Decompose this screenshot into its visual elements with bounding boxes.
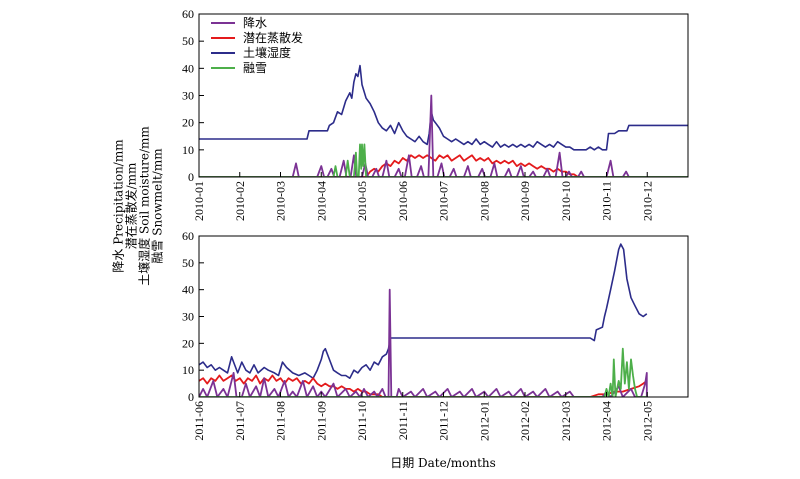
y-tick-label: 40 (182, 283, 194, 297)
series-line-pet (199, 374, 648, 397)
y-tick-label: 40 (182, 61, 194, 75)
x-tick-label: 2010-10 (559, 181, 573, 221)
y-tick-label: 60 (182, 229, 194, 243)
series-line-precip (199, 288, 648, 397)
y-tick-label: 20 (182, 116, 194, 130)
x-tick-label: 2010-04 (314, 181, 328, 221)
x-tick-label: 2012-03 (559, 401, 573, 441)
x-tick-label: 2012-01 (477, 401, 491, 441)
x-tick-label: 2012-04 (600, 401, 614, 441)
y-tick-label: 30 (182, 310, 194, 324)
y-tick-label: 50 (182, 256, 194, 270)
x-tick-label: 2011-06 (192, 401, 206, 441)
series-line-precip (199, 94, 688, 177)
x-tick-label: 2011-07 (233, 401, 247, 441)
series-line-snow (199, 143, 688, 177)
y-axis-title-line: 潜在蒸散发/mm (124, 162, 139, 249)
y-tick-label: 0 (188, 390, 194, 404)
x-tick-label: 2010-01 (192, 181, 206, 221)
series-line-soil (199, 243, 648, 379)
x-tick-label: 2010-08 (477, 181, 491, 221)
x-tick-label: 2011-12 (437, 401, 451, 441)
legend-label-pet: 潜在蒸散发 (243, 30, 303, 45)
x-tick-label: 2011-09 (314, 401, 328, 441)
x-tick-label: 2012-05 (640, 401, 654, 441)
series-line-snow (199, 347, 647, 397)
x-tick-label: 2012-02 (518, 401, 532, 441)
y-axis-title-line: 降水 Precipitation/mm (112, 139, 126, 273)
y-tick-label: 20 (182, 336, 194, 350)
y-axis-title-line: 土壤湿度 Soil moisture/mm (137, 126, 152, 286)
x-tick-label: 2010-05 (355, 181, 369, 221)
x-tick-label: 2011-10 (355, 401, 369, 441)
legend-label-precip: 降水 (243, 16, 267, 30)
y-axis-title: 降水 Precipitation/mm潜在蒸散发/mm土壤湿度 Soil moi… (112, 126, 165, 286)
x-tick-label: 2010-11 (600, 181, 614, 221)
chart-top: 0 10 20 30 40 50 60 2010-01 2010-02 2010-03 2010-0… (182, 7, 689, 221)
x-tick-label: 2010-03 (274, 181, 288, 221)
x-tick-label: 2010-02 (233, 181, 247, 221)
series-line-pet (199, 154, 688, 177)
series-line-soil (199, 64, 688, 151)
y-tick-label: 0 (188, 170, 194, 184)
y-tick-label: 50 (182, 34, 194, 48)
y-tick-label: 30 (182, 89, 194, 103)
x-axis-title: 日期 Date/months (390, 456, 496, 470)
y-axis-title-line: 融雪 Snowmelt/mm (151, 148, 165, 264)
x-tick-label: 2010-09 (518, 181, 532, 221)
y-tick-label: 10 (182, 143, 194, 157)
x-tick-label: 2010-07 (437, 181, 451, 221)
x-tick-label: 2010-06 (396, 181, 410, 221)
x-tick-label: 2010-12 (640, 181, 654, 221)
x-tick-label: 2011-08 (274, 401, 288, 441)
y-tick-label: 10 (182, 363, 194, 377)
chart-bottom: 0 10 20 30 40 50 60 2011-06 2011-07 2011-08 2011-0… (182, 229, 689, 441)
y-tick-label: 60 (182, 7, 194, 21)
y-axis-title-text: 降水 Precipitation/mm潜在蒸散发/mm土壤湿度 Soil moi… (112, 126, 165, 286)
x-tick-label: 2011-11 (396, 401, 410, 440)
legend-label-snow: 融雪 (243, 61, 267, 75)
legend-label-soil: 土壤湿度 (243, 45, 291, 60)
